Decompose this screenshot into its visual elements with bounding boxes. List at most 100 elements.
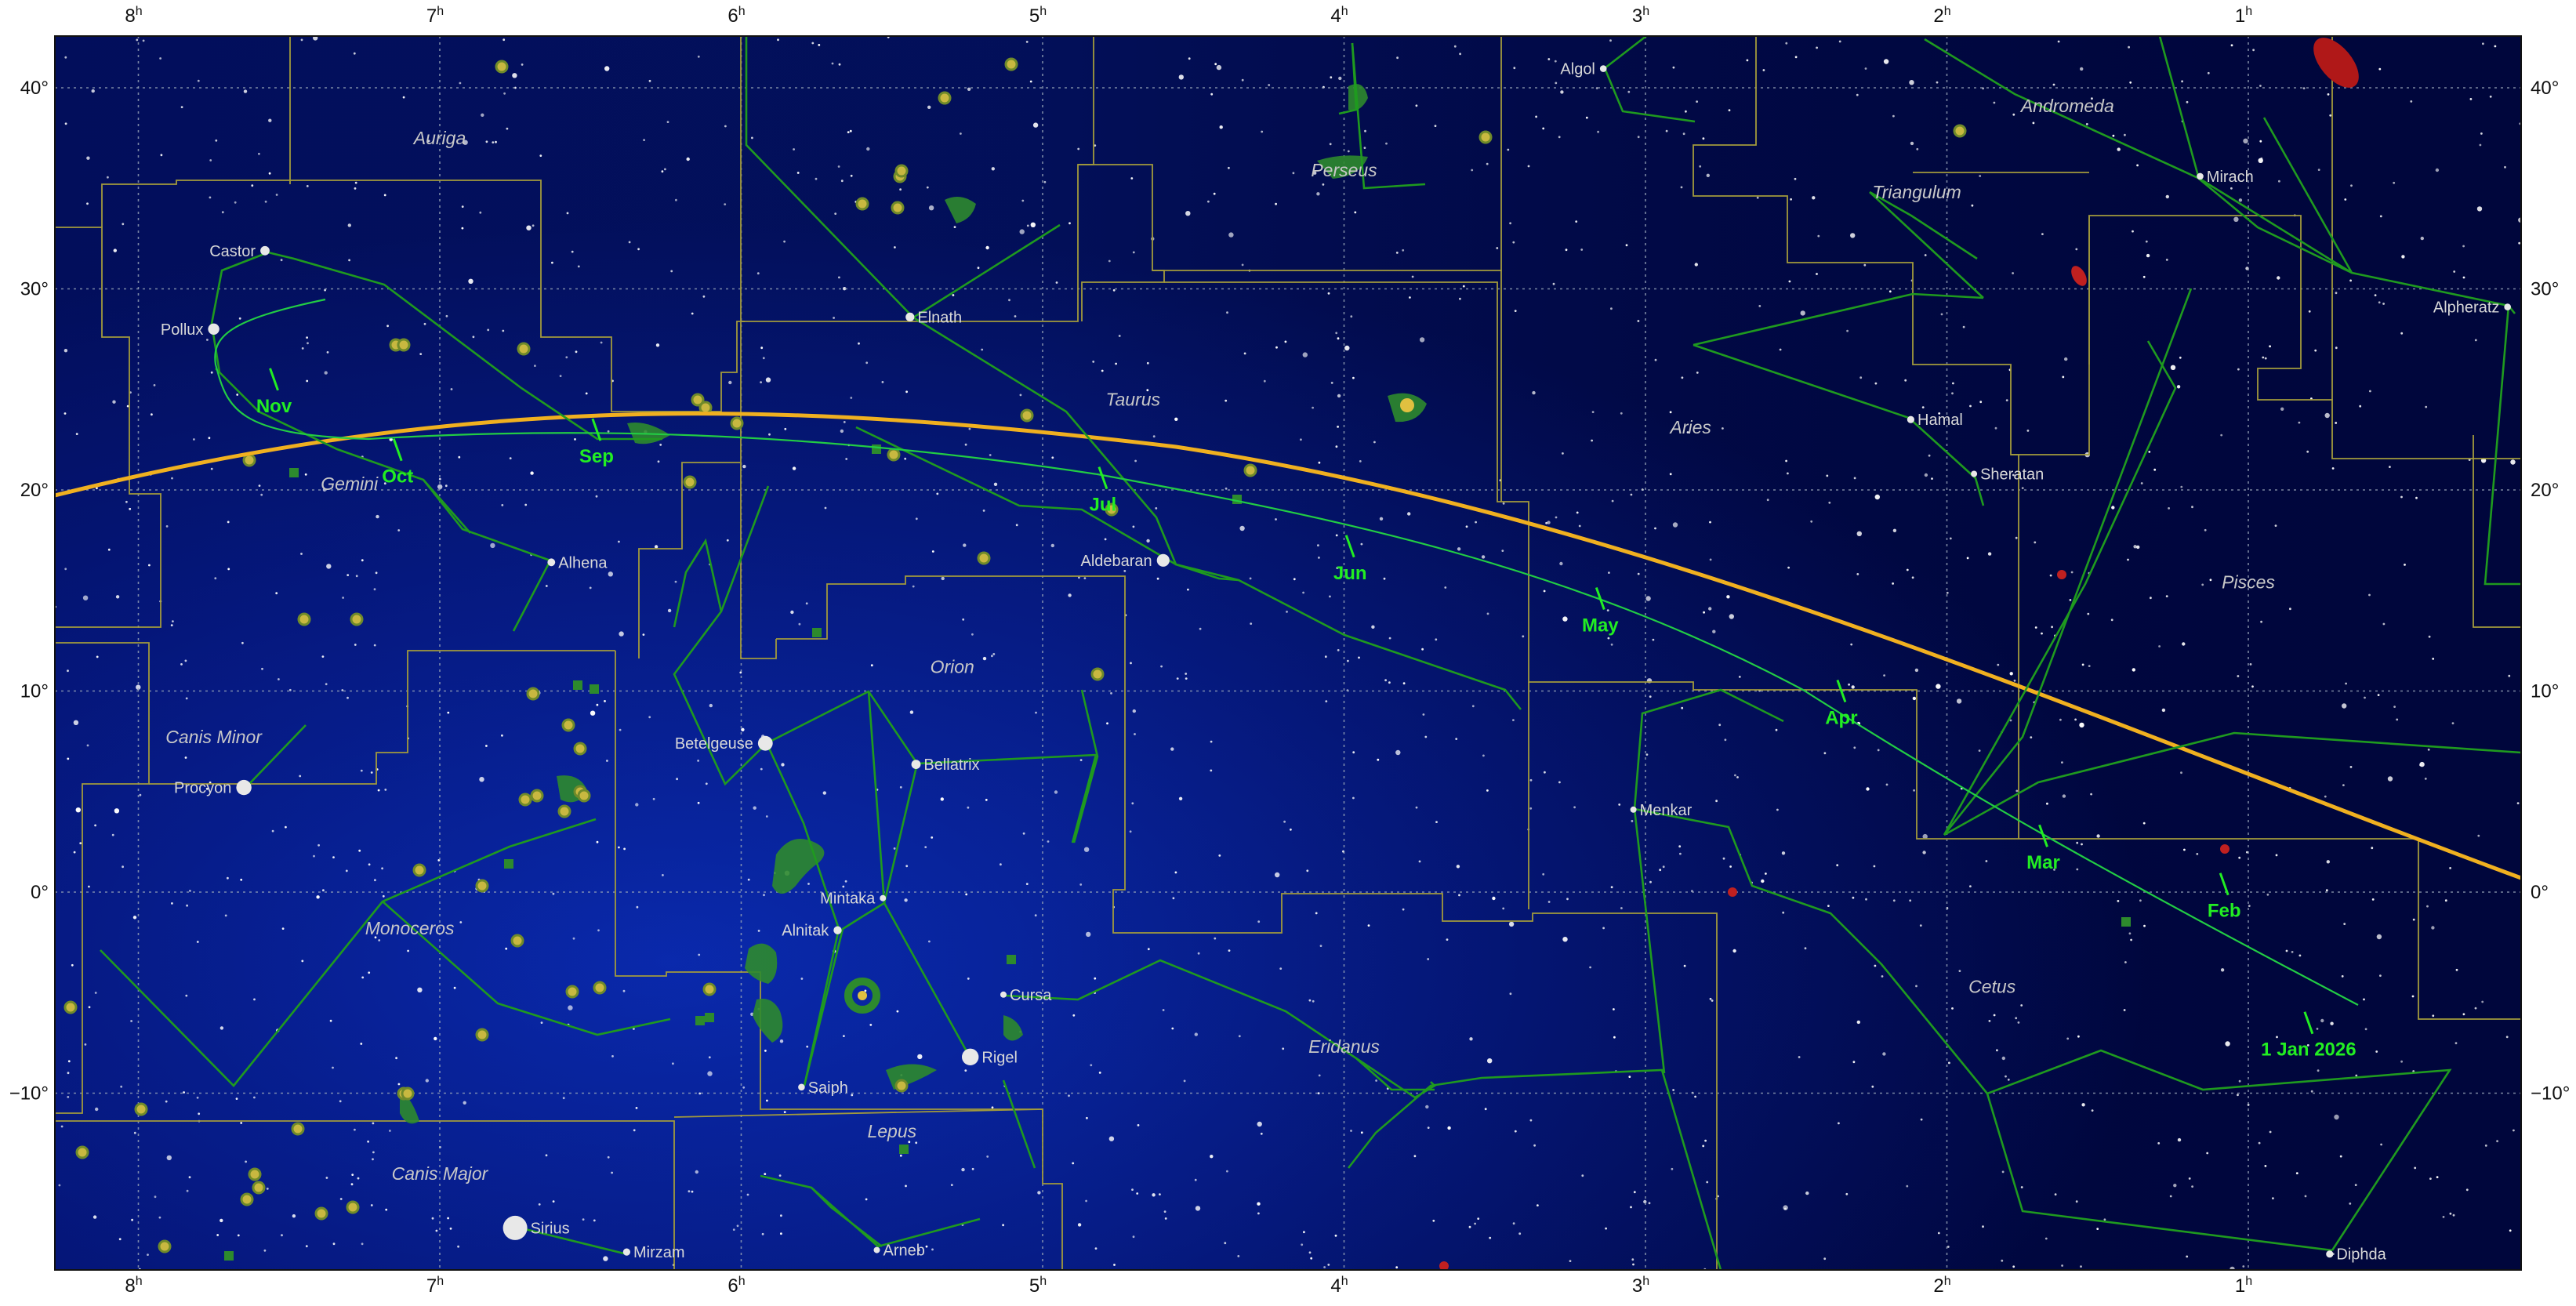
star-label: Saiph xyxy=(808,1079,848,1097)
plot-border xyxy=(54,35,2522,1271)
star-label: Alnitak xyxy=(782,923,829,940)
month-label: May xyxy=(1582,615,1619,637)
star-marker xyxy=(208,323,220,335)
dec-tick-label: 30° xyxy=(2531,279,2559,300)
constellation-label: Eridanus xyxy=(1308,1036,1380,1057)
milky-way-glow xyxy=(55,36,2521,1270)
constellation-label: Canis Major xyxy=(392,1163,489,1184)
constellation-label: Canis Minor xyxy=(165,727,263,747)
star-label: Mintaka xyxy=(820,891,876,908)
star-marker xyxy=(1971,470,1978,477)
dec-tick-label: −10° xyxy=(2531,1083,2570,1105)
star-label: Alhena xyxy=(558,554,608,571)
star-marker xyxy=(1599,65,1607,72)
star-label: Sheratan xyxy=(1980,466,2044,484)
star-label: Arneb xyxy=(883,1243,925,1260)
month-tick xyxy=(1595,586,1605,611)
star-marker xyxy=(260,245,270,256)
constellation-label: Cetus xyxy=(1968,976,2016,996)
dec-tick-label: 20° xyxy=(2531,480,2559,501)
constellation-label: Lepus xyxy=(867,1121,916,1141)
star-label: Menkar xyxy=(1640,802,1693,819)
dec-tick-label: 10° xyxy=(2531,681,2559,702)
star-label: Hamal xyxy=(1917,412,1963,429)
constellation-label: Pisces xyxy=(2222,572,2275,593)
constellation-label: Andromeda xyxy=(2019,96,2114,116)
month-tick xyxy=(2303,1011,2314,1035)
star-marker xyxy=(622,1248,631,1256)
star-marker xyxy=(757,735,773,751)
constellation-label: Monoceros xyxy=(365,918,455,938)
dec-tick-label: 40° xyxy=(20,78,49,99)
star-label: Diphda xyxy=(2336,1246,2386,1264)
star-marker xyxy=(798,1083,805,1091)
star-marker xyxy=(905,312,915,321)
dec-tick-label: 30° xyxy=(20,279,49,300)
month-tick xyxy=(591,418,602,441)
star-marker xyxy=(2197,172,2204,180)
month-tick xyxy=(2219,872,2230,896)
month-label: 1 Jan 2026 xyxy=(2261,1039,2356,1061)
star-marker xyxy=(833,926,842,934)
month-labels: 1 Jan 2026 Feb Mar Apr May Jun Jul Sep Oct Nov xyxy=(256,396,2356,1061)
star-marker xyxy=(873,1246,880,1253)
month-tick xyxy=(2038,824,2048,847)
named-stars: Algol Mirach Castor Pollux Alpheratz Elnath Ha… xyxy=(161,61,2511,1264)
star-label: Elnath xyxy=(917,309,962,326)
constellation-label: Triangulum xyxy=(1872,182,1961,202)
month-label: Apr xyxy=(1825,708,1857,729)
constellation-label: Perseus xyxy=(1311,160,1377,180)
star-marker xyxy=(962,1048,979,1066)
star-marker xyxy=(1156,553,1170,567)
month-ticks xyxy=(269,368,2314,1035)
object-path xyxy=(214,298,2359,1006)
star-marker xyxy=(2504,303,2511,310)
star-marker xyxy=(1630,806,1637,813)
star-marker xyxy=(911,760,921,769)
constellation-label: Orion xyxy=(931,656,974,677)
month-tick xyxy=(1098,466,1108,490)
star-label: Mirzam xyxy=(633,1244,685,1261)
star-label: Aldebaran xyxy=(1081,553,1152,570)
star-marker xyxy=(236,779,252,796)
month-tick xyxy=(392,438,403,462)
month-label: Jul xyxy=(1090,495,1117,516)
star-label: Cursa xyxy=(1010,987,1052,1004)
constellation-labels: Auriga Perseus Andromeda Triangulum Taurus Ar… xyxy=(165,96,2275,1184)
deep-sky-objects xyxy=(400,38,2359,1270)
month-tick xyxy=(269,368,279,391)
month-tick xyxy=(1344,535,1355,558)
star-label: Bellatrix xyxy=(923,756,979,774)
star-label: Mirach xyxy=(2207,169,2254,186)
star-label: Procyon xyxy=(174,780,231,797)
constellation-label: Gemini xyxy=(321,473,379,494)
dec-tick-label: 0° xyxy=(31,882,49,903)
month-label: Feb xyxy=(2208,901,2241,922)
star-marker xyxy=(880,894,887,902)
star-label: Rigel xyxy=(981,1049,1018,1066)
dec-tick-label: 20° xyxy=(20,480,49,501)
month-label: Jun xyxy=(1333,563,1367,584)
star-marker xyxy=(503,1215,528,1240)
dec-tick-label: 40° xyxy=(2531,78,2559,99)
dec-tick-label: 0° xyxy=(2531,882,2549,903)
constellation-lines xyxy=(100,36,2521,1270)
dec-tick-label: −10° xyxy=(9,1083,49,1105)
constellation-label: Auriga xyxy=(412,128,466,148)
star-marker xyxy=(1907,415,1914,423)
month-label: Sep xyxy=(579,446,614,467)
constellation-label: Taurus xyxy=(1106,389,1161,409)
star-label: Alpheratz xyxy=(2433,299,2500,317)
star-label: Sirius xyxy=(531,1220,570,1237)
ecliptic-line xyxy=(55,412,2521,880)
month-label: Nov xyxy=(256,396,292,417)
month-label: Mar xyxy=(2026,852,2060,873)
month-label: Oct xyxy=(382,466,413,488)
constellation-boundaries xyxy=(55,36,2521,1270)
month-tick xyxy=(1836,679,1847,703)
star-label: Pollux xyxy=(161,321,203,339)
star-label: Castor xyxy=(209,243,256,260)
star-label: Algol xyxy=(1560,61,1595,78)
